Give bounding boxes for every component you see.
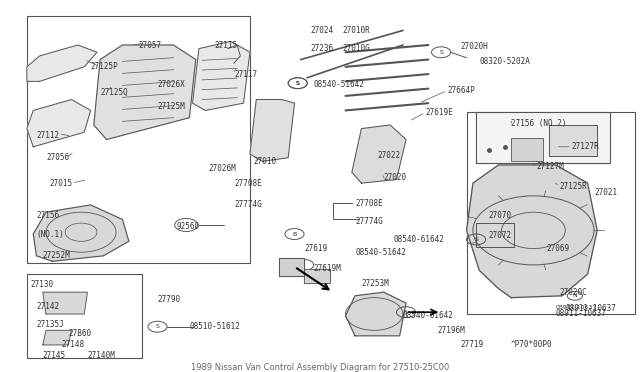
Bar (511, 138, 543, 161)
Text: 27125R: 27125R (559, 182, 587, 191)
Text: 27020H: 27020H (460, 42, 488, 51)
Text: ^P70*00P0: ^P70*00P0 (511, 340, 553, 349)
Polygon shape (304, 269, 330, 283)
Bar (549, 125, 597, 156)
Text: 27790: 27790 (157, 295, 180, 304)
Text: S: S (156, 324, 159, 329)
Text: 08911-10637: 08911-10637 (556, 305, 597, 310)
Text: 27708E: 27708E (355, 199, 383, 208)
Text: 27125P: 27125P (91, 62, 118, 71)
Text: 27010R: 27010R (342, 26, 370, 35)
Text: S: S (404, 310, 408, 315)
Text: 27125M: 27125M (157, 102, 185, 111)
Text: 27664P: 27664P (447, 86, 475, 95)
Bar (27, 16, 250, 263)
Text: 27145: 27145 (43, 351, 66, 360)
Text: 27708E: 27708E (234, 179, 262, 187)
Text: 27020: 27020 (384, 173, 407, 182)
Text: 27719: 27719 (460, 340, 483, 349)
Text: 27156: 27156 (36, 211, 60, 220)
Polygon shape (94, 45, 196, 140)
Text: B: B (292, 231, 296, 237)
Polygon shape (476, 112, 610, 163)
Text: 27142: 27142 (36, 302, 60, 311)
Text: 08540-61642: 08540-61642 (394, 235, 444, 244)
Text: 27774G: 27774G (355, 217, 383, 226)
Bar (476, 223, 515, 247)
Polygon shape (27, 45, 97, 81)
Text: 27236: 27236 (310, 44, 333, 53)
Text: 27010G: 27010G (342, 44, 370, 53)
Text: 27127R: 27127R (572, 142, 600, 151)
Text: 27056: 27056 (46, 153, 69, 162)
Text: 1989 Nissan Van Control Assembly Diagram for 27510-25C00: 1989 Nissan Van Control Assembly Diagram… (191, 363, 449, 372)
Text: 27148: 27148 (62, 340, 85, 349)
Text: 08911-10637: 08911-10637 (556, 310, 607, 318)
Text: 27125Q: 27125Q (100, 88, 128, 97)
Text: 27010: 27010 (253, 157, 276, 166)
Text: 27020C: 27020C (559, 288, 587, 297)
Text: 08911-10637: 08911-10637 (565, 304, 616, 313)
Polygon shape (278, 258, 304, 276)
Text: 27057: 27057 (138, 41, 161, 49)
Text: 27015: 27015 (49, 179, 72, 187)
Text: 27070: 27070 (489, 211, 512, 220)
Polygon shape (43, 330, 72, 345)
Text: 27130: 27130 (30, 280, 53, 289)
Text: 08540-51642: 08540-51642 (314, 80, 365, 90)
Text: 27117: 27117 (234, 70, 257, 78)
Text: 27774G: 27774G (234, 201, 262, 209)
Text: 08540-51642: 08540-51642 (355, 248, 406, 257)
Polygon shape (467, 165, 597, 298)
Text: S: S (439, 50, 443, 55)
Text: 27022: 27022 (378, 151, 401, 160)
Text: 27024: 27024 (310, 26, 333, 35)
Polygon shape (352, 125, 406, 183)
Text: S: S (296, 81, 300, 86)
Polygon shape (33, 205, 129, 261)
Polygon shape (193, 41, 250, 110)
Text: 27021: 27021 (594, 188, 617, 197)
Polygon shape (346, 292, 406, 336)
Text: 08540-61642: 08540-61642 (403, 311, 454, 320)
Text: (NO.1): (NO.1) (36, 230, 64, 238)
Text: 27026X: 27026X (157, 80, 185, 90)
Text: N: N (573, 293, 577, 298)
Text: 27026M: 27026M (209, 164, 236, 173)
Text: 27619: 27619 (304, 244, 327, 253)
Text: 27619M: 27619M (314, 264, 341, 273)
Text: 27127M: 27127M (537, 162, 564, 171)
Text: 27072: 27072 (489, 231, 512, 240)
Text: 92560: 92560 (177, 222, 200, 231)
Text: 08320-5202A: 08320-5202A (479, 57, 530, 66)
Polygon shape (27, 100, 91, 147)
Text: 27112: 27112 (36, 131, 60, 140)
Polygon shape (43, 292, 88, 314)
Text: 27252M: 27252M (43, 251, 70, 260)
Text: S: S (296, 81, 300, 86)
Text: 27156 (NO.2): 27156 (NO.2) (511, 119, 566, 128)
Text: 27115: 27115 (215, 41, 238, 49)
Text: 08510-51612: 08510-51612 (189, 322, 240, 331)
Text: 27196M: 27196M (438, 326, 466, 335)
Bar (27, 274, 141, 357)
Text: S: S (474, 237, 478, 242)
Bar (467, 112, 636, 314)
Text: 27140M: 27140M (88, 351, 115, 360)
Text: 27069: 27069 (546, 244, 570, 253)
Polygon shape (250, 100, 294, 161)
Text: 27135J: 27135J (36, 320, 64, 329)
Text: 27B60: 27B60 (68, 330, 92, 339)
Text: 27253M: 27253M (362, 279, 389, 288)
Text: 27619E: 27619E (425, 108, 453, 117)
